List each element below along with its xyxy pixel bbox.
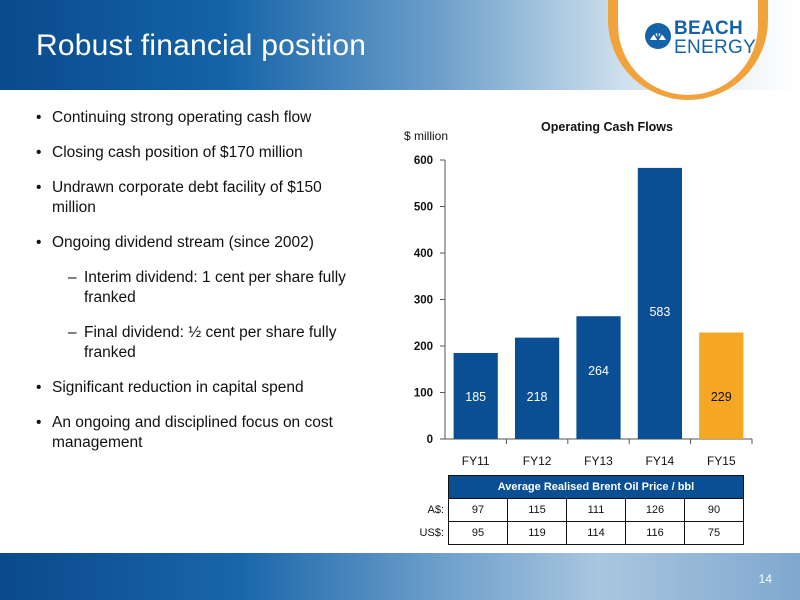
slide-title: Robust financial position bbox=[36, 29, 367, 62]
bullet-item: Significant reduction in capital spend bbox=[36, 378, 386, 398]
bar bbox=[576, 316, 621, 439]
sub-bullet-item: – Final dividend: ½ cent per share fully … bbox=[36, 323, 384, 363]
operating-cash-flow-chart: Operating Cash Flows $ million 0 100 200 300 4… bbox=[380, 110, 780, 470]
bullet-item: Ongoing dividend stream (since 2002) bbox=[36, 233, 386, 253]
table-header: Average Realised Brent Oil Price / bbl bbox=[448, 475, 744, 499]
table-cell: 126 bbox=[625, 498, 685, 522]
bar bbox=[699, 332, 744, 439]
y-axis-label: $ million bbox=[404, 129, 448, 143]
table-cell: 114 bbox=[566, 521, 626, 545]
bar bbox=[637, 167, 683, 439]
table-cell: 75 bbox=[684, 521, 744, 545]
empty-cell bbox=[406, 476, 449, 499]
data-label: 185 bbox=[465, 390, 486, 404]
dash-marker: – bbox=[68, 324, 77, 341]
x-tick-label: FY15 bbox=[707, 454, 736, 468]
table-cell: 115 bbox=[507, 498, 567, 522]
chart-svg: Operating Cash Flows $ million 0 100 200 300 4… bbox=[404, 120, 753, 468]
bullet-item: An ongoing and disciplined focus on cost… bbox=[36, 413, 372, 453]
table-cell: 116 bbox=[625, 521, 685, 545]
shell-icon bbox=[645, 23, 671, 49]
y-tick-label: 500 bbox=[414, 202, 433, 214]
data-label: 218 bbox=[527, 390, 548, 404]
chart-title: Operating Cash Flows bbox=[541, 120, 673, 134]
sub-bullet-text: Final dividend: ½ cent per share fully f… bbox=[84, 324, 337, 361]
y-tick-label: 0 bbox=[427, 434, 433, 446]
y-tick-label: 600 bbox=[414, 155, 433, 167]
bar bbox=[453, 352, 498, 439]
x-tick-label: FY12 bbox=[523, 454, 552, 468]
y-tick-label: 200 bbox=[414, 341, 433, 353]
table-cell: 119 bbox=[507, 521, 567, 545]
oil-price-table: Average Realised Brent Oil Price / bbl A… bbox=[406, 475, 744, 545]
page-number: 14 bbox=[758, 572, 772, 586]
logo-text-beach: BEACH bbox=[674, 18, 744, 39]
data-label: 583 bbox=[649, 305, 670, 319]
sub-bullet-item: – Interim dividend: 1 cent per share full… bbox=[36, 268, 386, 308]
bullet-item: Closing cash position of $170 million bbox=[36, 143, 386, 163]
table-cell: 111 bbox=[566, 498, 626, 522]
dash-marker: – bbox=[68, 269, 77, 286]
row-label: US$: bbox=[419, 527, 444, 539]
row-label: A$: bbox=[427, 504, 444, 516]
bullet-list: Continuing strong operating cash flow Cl… bbox=[36, 108, 386, 468]
bullet-item: Undrawn corporate debt facility of $150 … bbox=[36, 178, 322, 218]
x-tick-label: FY11 bbox=[462, 454, 490, 468]
data-label: 264 bbox=[588, 364, 609, 378]
x-tick-label: FY14 bbox=[646, 454, 675, 468]
footer-band bbox=[0, 553, 800, 600]
beach-energy-logo: BEACH ENERGY bbox=[608, 0, 768, 104]
y-tick-label: 400 bbox=[414, 248, 433, 260]
y-tick-label: 300 bbox=[414, 295, 433, 307]
logo-text-energy: ENERGY bbox=[674, 37, 757, 58]
table-cell: 90 bbox=[684, 498, 744, 522]
data-label: 229 bbox=[711, 390, 732, 404]
bullet-item: Continuing strong operating cash flow bbox=[36, 108, 386, 128]
table-header-row: Average Realised Brent Oil Price / bbl bbox=[406, 475, 744, 499]
table-row: US$: 95 119 114 116 75 bbox=[406, 521, 744, 545]
table-cell: 95 bbox=[448, 521, 508, 545]
table-cell: 97 bbox=[448, 498, 508, 522]
x-tick-label: FY13 bbox=[584, 454, 613, 468]
bar bbox=[514, 337, 560, 439]
table-row: A$: 97 115 111 126 90 bbox=[406, 498, 744, 522]
y-tick-label: 100 bbox=[414, 388, 433, 400]
sub-bullet-text: Interim dividend: 1 cent per share fully… bbox=[84, 269, 346, 306]
